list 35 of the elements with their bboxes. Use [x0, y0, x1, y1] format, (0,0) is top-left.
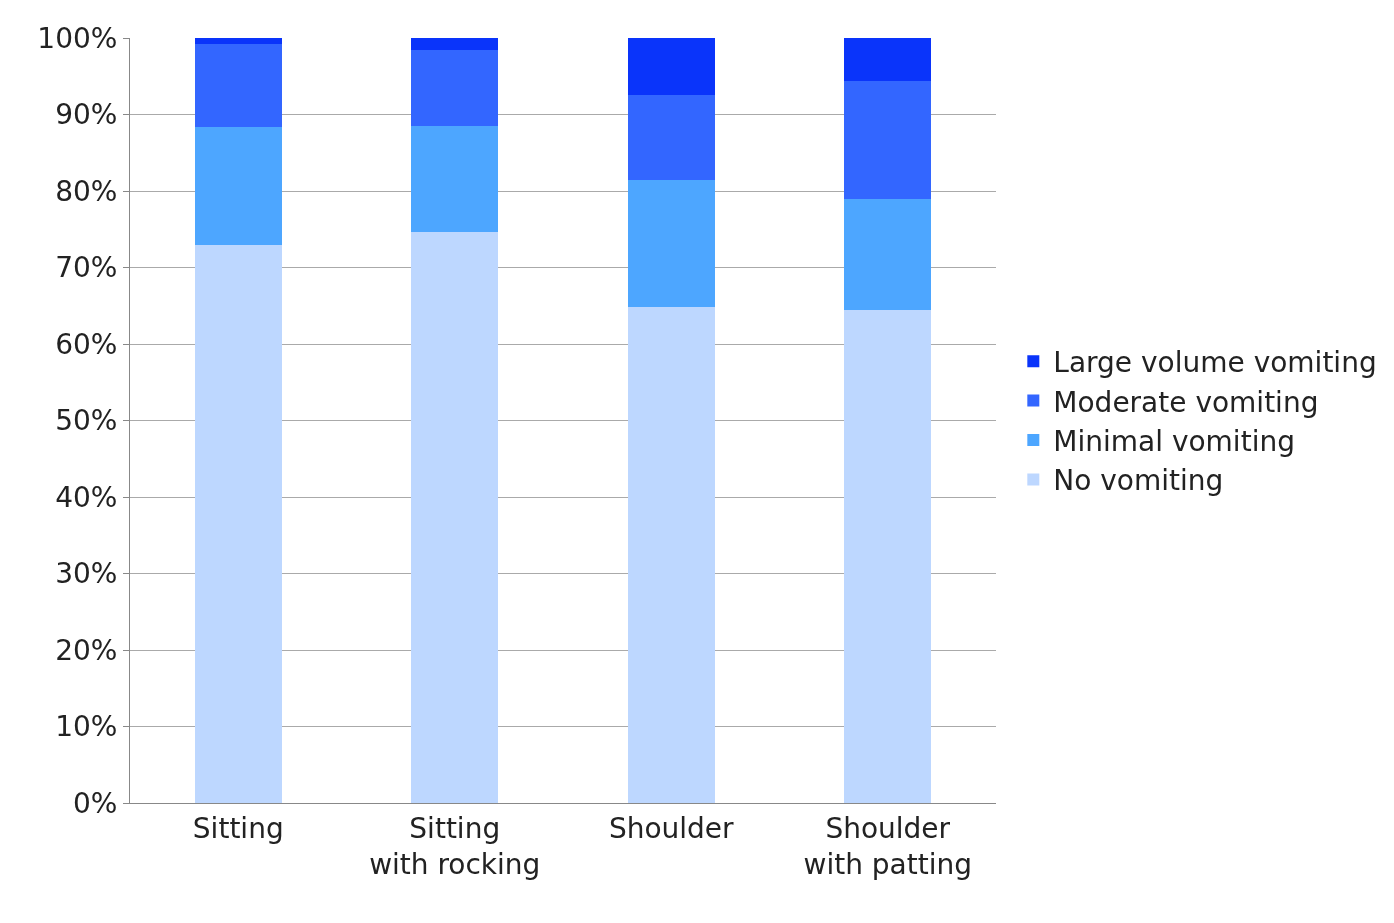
bar: [411, 231, 499, 803]
bar: [194, 244, 282, 803]
x-tick-label: Sitting with rocking: [369, 811, 541, 881]
legend-label: Large volume vomiting: [1053, 346, 1377, 380]
bar: [844, 38, 932, 81]
y-tick-label: 90%: [55, 98, 118, 132]
y-tick-label: 70%: [55, 251, 118, 285]
legend-label: No vomiting: [1053, 464, 1224, 498]
bar: [627, 38, 715, 95]
bar: [411, 38, 499, 51]
y-tick-label: 50%: [55, 404, 118, 438]
bar: [627, 307, 715, 803]
bar: [627, 94, 715, 180]
y-tick-label: 80%: [55, 174, 118, 208]
bar: [844, 80, 932, 199]
legend-label: Minimal vomiting: [1053, 424, 1295, 458]
y-tick-label: 40%: [55, 480, 118, 514]
bar: [627, 179, 715, 308]
bar: [411, 125, 499, 232]
x-tick-label: Shoulder with patting: [803, 811, 972, 881]
y-tick-label: 100%: [37, 21, 118, 55]
legend-label: Moderate vomiting: [1053, 385, 1319, 419]
y-tick-label: 10%: [55, 710, 118, 744]
bar: [194, 126, 282, 245]
x-tick-label: Sitting: [192, 811, 284, 845]
bar: [844, 198, 932, 310]
bar: [411, 50, 499, 126]
y-tick-label: 0%: [72, 786, 118, 820]
x-tick-label: Shoulder: [608, 811, 735, 845]
bar: [844, 309, 932, 803]
y-tick-label: 30%: [55, 557, 118, 591]
bar: [194, 44, 282, 127]
y-tick-label: 20%: [55, 633, 118, 667]
bar: [194, 38, 282, 45]
y-tick-label: 60%: [55, 327, 118, 361]
